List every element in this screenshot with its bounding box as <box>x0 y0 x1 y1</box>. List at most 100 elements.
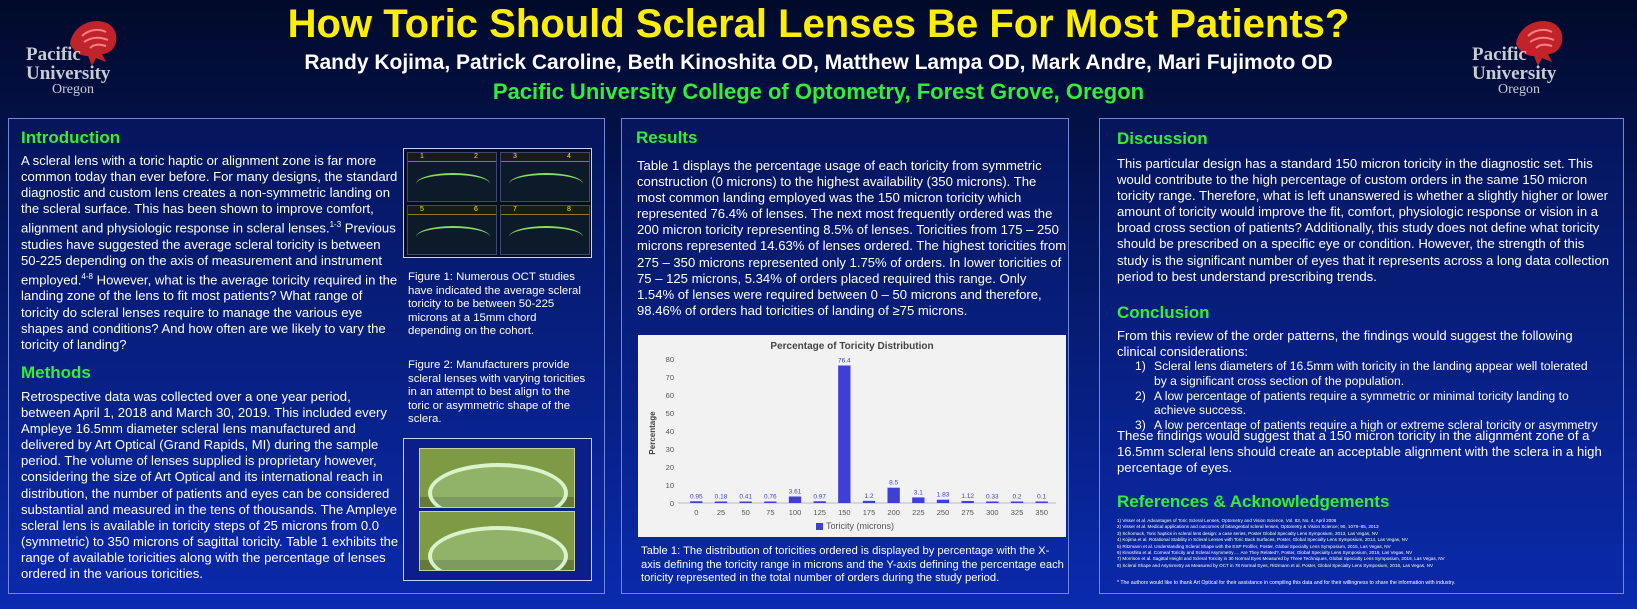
reference-item: 5) Ritzmann et al. Understanding Scleral… <box>1117 543 1391 549</box>
bar-value-label: 1.12 <box>961 493 974 500</box>
x-tick-label: 275 <box>961 508 974 517</box>
university-logo-left: Pacific University Oregon <box>22 14 122 104</box>
x-tick-label: 200 <box>887 508 900 517</box>
list-item-number: 2) <box>1135 388 1146 403</box>
chart-bar <box>961 500 974 503</box>
oct-panel-number: 4 <box>567 153 571 160</box>
chart-bar <box>887 487 900 503</box>
legend-swatch <box>816 523 823 531</box>
list-item: 1) Scleral lens diameters of 16.5mm with … <box>1135 359 1600 389</box>
scleral-lens-photo <box>419 448 575 508</box>
table-1-caption: Table 1: The distribution of toricities … <box>641 545 1064 585</box>
chart-bar <box>764 501 777 503</box>
chart-title: Percentage of Toricity Distribution <box>770 341 933 352</box>
legend-label: Toricity (microns) <box>826 521 895 531</box>
logo-text-line1: Pacific <box>1472 44 1527 65</box>
bar-value-label: 0.76 <box>764 494 777 501</box>
bar-value-label: 0.1 <box>1037 494 1046 501</box>
figure-2-caption: Figure 2: Manufacturers provide scleral … <box>408 359 586 426</box>
acknowledgement-text: * The authors would like to thank Art Op… <box>1117 580 1456 586</box>
results-heading: Results <box>636 128 698 147</box>
chart-bar <box>813 501 826 503</box>
reference-item: 7) Morrison et al. Sagittal Height and S… <box>1117 556 1445 562</box>
reference-item: 4) Kojima et al. Rotational Stability in… <box>1117 537 1408 543</box>
figure-1-oct-images: 1 2 3 4 5 6 7 8 <box>403 148 592 258</box>
bar-value-label: 3.1 <box>914 489 923 496</box>
methods-text: Retrospective data was collected over a … <box>21 389 399 582</box>
chart-bar <box>838 365 851 503</box>
chart-bar <box>714 501 728 503</box>
y-tick-label: 20 <box>666 463 674 472</box>
y-tick-label: 0 <box>670 499 674 508</box>
logo-text-line2: University <box>1472 63 1557 84</box>
y-tick-label: 40 <box>666 427 674 436</box>
oct-image-panel: 5 6 <box>407 205 497 255</box>
introduction-heading: Introduction <box>21 128 121 147</box>
references-heading: References & Acknowledgements <box>1117 492 1390 511</box>
bar-value-label: 0.95 <box>690 493 703 500</box>
introduction-text: A scleral lens with a toric haptic or al… <box>21 153 399 353</box>
chart-y-axis-label: Percentage <box>648 411 657 455</box>
bar-value-label: 1.83 <box>937 492 950 499</box>
methods-heading: Methods <box>21 363 91 382</box>
scleral-lens-photo <box>419 511 575 571</box>
chart-bar <box>912 497 925 503</box>
toricity-bar-chart: Percentage of Toricity Distribution Perc… <box>638 335 1066 537</box>
x-tick-label: 100 <box>789 508 802 517</box>
x-tick-label: 300 <box>986 508 999 517</box>
oct-image-panel: 3 4 <box>500 152 590 202</box>
chart-bar <box>1035 501 1048 503</box>
oct-panel-number: 6 <box>474 206 478 213</box>
chart-bar <box>690 501 703 503</box>
x-tick-label: 225 <box>912 508 925 517</box>
x-tick-label: 325 <box>1011 508 1024 517</box>
chart-plot-area: Percentage of Toricity Distribution Perc… <box>648 341 1056 517</box>
oct-image-panel: 1 2 <box>407 152 497 202</box>
figure-2-lens-photos <box>403 438 592 581</box>
poster-authors: Randy Kojima, Patrick Caroline, Beth Kin… <box>304 51 1333 74</box>
results-text: Table 1 displays the percentage usage of… <box>637 158 1067 318</box>
poster-affiliation: Pacific University College of Optometry,… <box>492 79 1145 104</box>
oct-panel-number: 7 <box>513 206 517 213</box>
oct-panel-number: 3 <box>513 153 517 160</box>
discussion-text: This particular design has a standard 15… <box>1117 156 1610 284</box>
x-tick-label: 75 <box>766 508 774 517</box>
reference-item: 8) Scleral Shape and Asymmetry as Measur… <box>1117 562 1434 568</box>
bar-value-label: 76.4 <box>838 357 851 364</box>
oct-panel-number: 2 <box>474 153 478 160</box>
conclusion-heading: Conclusion <box>1117 303 1210 322</box>
bar-value-label: 1.2 <box>864 493 873 500</box>
bar-value-label: 3.61 <box>789 489 802 496</box>
poster-title: How Toric Should Scleral Lenses Be For M… <box>287 2 1350 46</box>
reference-item: 6) Kinoshita et al. Corneal Toricity and… <box>1117 550 1413 556</box>
chart-legend: Toricity (microns) <box>816 521 894 531</box>
y-tick-label: 80 <box>666 355 674 364</box>
conclusion-list: 1) Scleral lens diameters of 16.5mm with … <box>1135 359 1600 433</box>
logo-text-line3: Oregon <box>52 82 94 97</box>
poster-header: How Toric Should Scleral Lenses Be For M… <box>0 0 1637 112</box>
figure-1-caption: Figure 1: Numerous OCT studies have indi… <box>408 271 581 338</box>
logo-text-line1: Pacific <box>26 44 81 65</box>
right-column-panel <box>1099 118 1624 594</box>
chart-bar <box>862 500 876 503</box>
references-list: 1) Visser et al. Advantages of Toric Scl… <box>1117 518 1617 569</box>
reference-item: 2) Visser et al. Medical applications an… <box>1117 524 1379 530</box>
logo-text-line3: Oregon <box>1498 82 1540 97</box>
introduction-text-part2: Previous studies have suggested the aver… <box>21 220 396 288</box>
bar-value-label: 0.2 <box>1012 494 1021 501</box>
chart-bar <box>936 499 950 503</box>
griffin-logo-icon <box>70 21 117 66</box>
x-tick-label: 125 <box>813 508 826 517</box>
bar-value-label: 0.33 <box>986 494 999 501</box>
oct-panel-number: 8 <box>567 206 571 213</box>
bar-value-label: 8.5 <box>889 480 898 487</box>
logo-text-line2: University <box>26 63 111 84</box>
x-tick-label: 150 <box>838 508 851 517</box>
bar-value-label: 0.97 <box>813 493 826 500</box>
y-tick-label: 30 <box>666 445 674 454</box>
list-item-number: 3) <box>1135 418 1146 433</box>
bar-value-label: 0.41 <box>739 494 752 501</box>
discussion-heading: Discussion <box>1117 129 1208 148</box>
x-tick-label: 175 <box>863 508 876 517</box>
citation-superscript: 1-3 <box>329 220 342 230</box>
